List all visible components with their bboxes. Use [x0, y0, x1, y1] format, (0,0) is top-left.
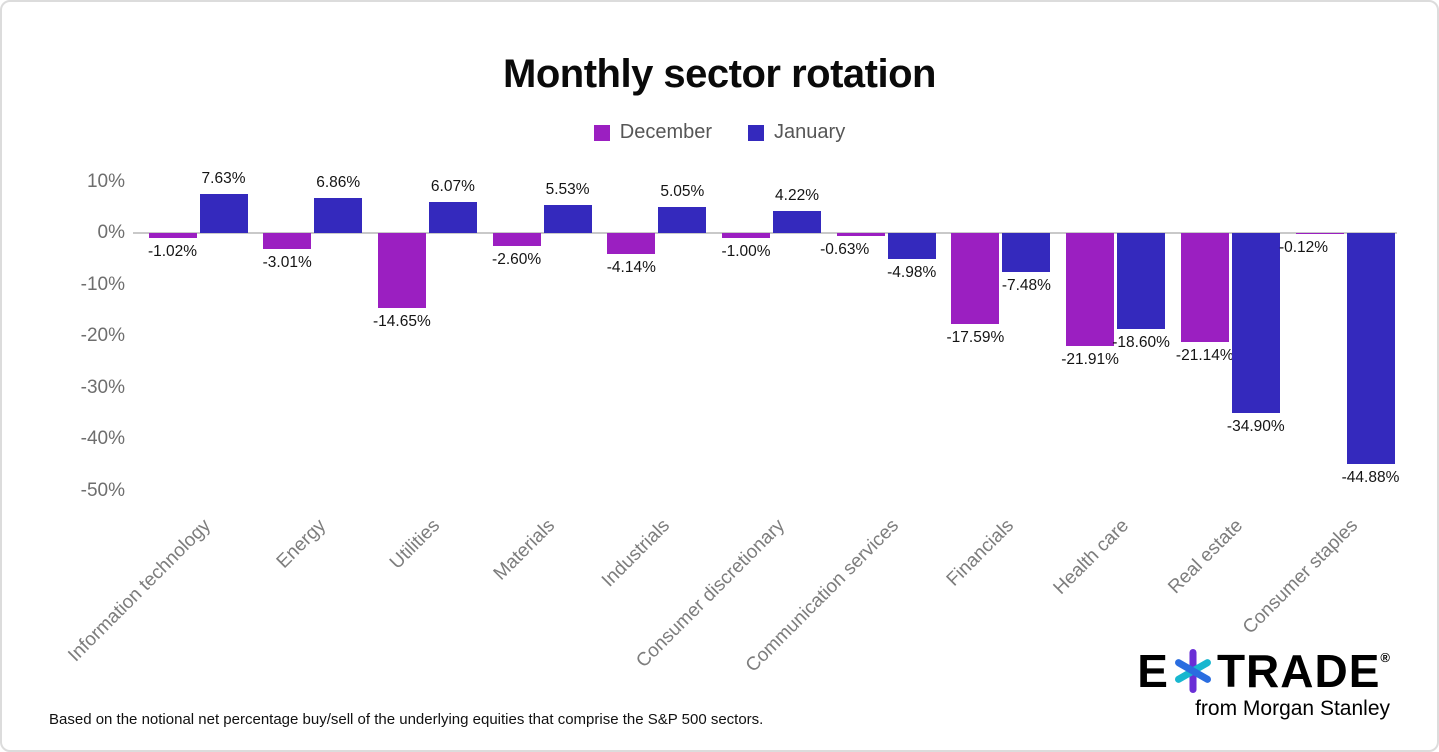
value-label: -18.60%	[1112, 333, 1170, 351]
registered-trademark-icon: ®	[1380, 650, 1390, 665]
value-label: -21.91%	[1061, 350, 1119, 368]
bar-december-0	[148, 233, 197, 239]
legend-item-december: December	[593, 121, 713, 144]
y-axis-tick-label: -40%	[80, 428, 125, 449]
value-label: 7.63%	[201, 169, 246, 187]
value-label: -2.60%	[492, 251, 542, 269]
value-label: -4.14%	[606, 259, 656, 277]
logo-word-trade: TRADE	[1216, 645, 1381, 697]
y-axis-tick-label: -20%	[80, 325, 125, 346]
bar-december-8	[1066, 233, 1115, 346]
y-axis-tick-label: -30%	[80, 376, 125, 398]
legend: December January	[0, 121, 1439, 144]
x-axis-label: Information technology	[64, 515, 216, 667]
bar-december-6	[836, 233, 885, 237]
x-axis-label: Communication services	[742, 515, 904, 677]
bar-january-8	[1117, 233, 1166, 329]
value-label: -34.90%	[1226, 417, 1285, 435]
value-label: 4.22%	[775, 187, 819, 205]
x-axis-label: Utilities	[386, 515, 445, 574]
value-label: -1.00%	[721, 243, 771, 261]
bar-january-3	[543, 204, 592, 233]
x-axis-label: Health care	[1049, 515, 1133, 599]
y-axis-tick-label: -10%	[80, 273, 125, 295]
logo-wordmark: E TRADE ®	[1137, 648, 1390, 694]
value-label: -44.88%	[1341, 469, 1400, 487]
x-axis-label: Industrials	[597, 515, 674, 592]
value-label: -14.65%	[373, 313, 431, 331]
bar-january-2	[428, 201, 477, 233]
value-label: -3.01%	[262, 253, 312, 271]
chart-title: Monthly sector rotation	[503, 52, 936, 96]
bar-january-1	[314, 197, 363, 233]
bar-december-7	[951, 233, 1000, 324]
bar-january-9	[1231, 233, 1280, 413]
logo-letter-e: E	[1137, 645, 1169, 697]
etrade-star-icon	[1174, 649, 1211, 693]
y-axis-tick-label: 0%	[97, 222, 125, 243]
legend-swatch-icon	[593, 124, 610, 141]
value-label: 5.53%	[545, 180, 590, 198]
footnote: Based on the notional net percentage buy…	[49, 711, 764, 728]
legend-item-january: January	[748, 121, 845, 144]
legend-label: December	[619, 121, 713, 143]
value-label: 5.05%	[660, 182, 705, 200]
bar-january-5	[773, 211, 821, 233]
value-label: -1.02%	[147, 243, 198, 261]
bar-january-0	[199, 193, 248, 233]
bar-december-4	[607, 233, 656, 255]
bar-december-10	[1295, 233, 1344, 234]
etrade-logo: E TRADE ® from Morgan Stanley	[1137, 648, 1390, 721]
x-axis-label: Financials	[942, 515, 1018, 591]
x-axis-label: Energy	[272, 515, 330, 573]
bar-december-2	[377, 233, 426, 309]
bar-december-9	[1180, 233, 1229, 342]
bar-december-3	[492, 233, 541, 247]
value-label: -0.12%	[1278, 238, 1329, 256]
bar-december-1	[263, 233, 312, 249]
value-label: -4.98%	[887, 263, 937, 281]
value-label: -0.63%	[820, 241, 870, 259]
value-label: 6.86%	[316, 173, 361, 191]
bar-december-5	[722, 233, 770, 239]
bar-january-10	[1346, 233, 1395, 465]
y-axis-tick-label: -50%	[80, 479, 125, 501]
value-label: 6.07%	[430, 177, 475, 195]
value-label: -7.48%	[1001, 276, 1051, 294]
legend-label: January	[774, 121, 846, 143]
x-axis-label: Materials	[489, 515, 560, 585]
bar-january-7	[1002, 233, 1051, 272]
value-label: -17.59%	[946, 328, 1005, 346]
bar-january-4	[658, 206, 707, 233]
value-label: -21.14%	[1175, 346, 1234, 364]
y-axis-tick-label: 10%	[86, 170, 125, 192]
logo-tagline: from Morgan Stanley	[1195, 697, 1390, 720]
x-axis-label: Consumer discretionary	[631, 515, 789, 672]
bar-january-6	[887, 233, 936, 259]
legend-swatch-icon	[748, 124, 765, 141]
